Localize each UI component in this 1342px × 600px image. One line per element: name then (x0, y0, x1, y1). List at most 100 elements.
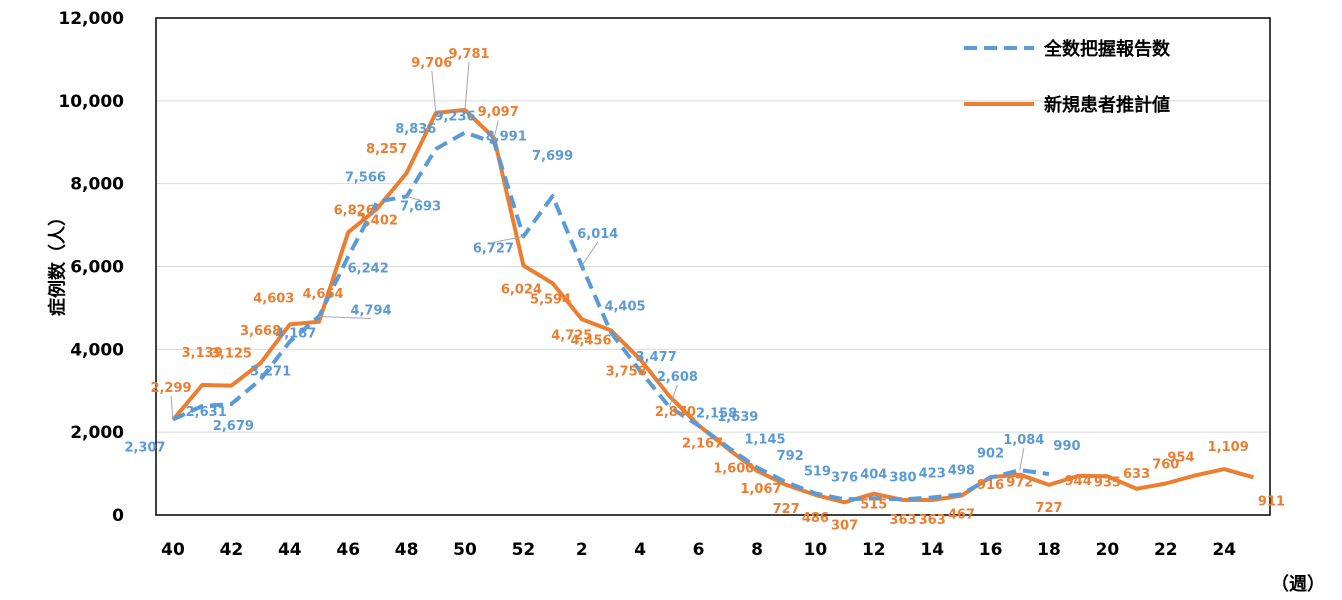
legend-label-reported: 全数把握報告数 (1043, 38, 1171, 60)
x-tick-label: 42 (220, 540, 244, 560)
data-label-reported: 498 (948, 463, 975, 478)
data-label-estimated: 5,594 (530, 292, 571, 307)
data-label-estimated: 4,456 (570, 333, 611, 348)
x-tick-label: 16 (979, 540, 1003, 560)
data-label-estimated: 4,664 (302, 287, 343, 302)
data-label-estimated: 363 (889, 513, 916, 528)
data-label-estimated: 307 (831, 518, 858, 533)
x-tick-label: 8 (751, 540, 763, 560)
x-axis-title: （週） (1271, 574, 1325, 595)
y-tick-label: 8,000 (70, 175, 124, 195)
data-label-reported: 9,236 (434, 109, 475, 124)
data-label-reported: 2,631 (186, 405, 227, 420)
y-axis-ticks: 0 2,000 4,000 6,000 8,000 10,000 12,000 (58, 9, 124, 526)
data-label-reported: 8,836 (395, 122, 436, 137)
data-label-reported: 8,991 (486, 130, 527, 145)
data-label-estimated: 2,167 (682, 436, 723, 451)
data-label-estimated: 727 (773, 502, 800, 517)
data-label-estimated: 8,257 (366, 142, 407, 157)
data-label-estimated: 911 (1258, 494, 1285, 509)
data-label-reported: 376 (831, 470, 858, 485)
data-label-reported: 6,014 (577, 227, 618, 242)
data-label-estimated: 1,067 (740, 482, 781, 497)
data-label-reported: 2,608 (657, 370, 698, 385)
data-label-reported: 380 (889, 470, 916, 485)
data-label-estimated: 515 (860, 498, 887, 513)
data-label-estimated: 467 (948, 508, 975, 523)
x-axis-ticks: 40 42 44 46 48 50 52 2 4 6 8 10 12 14 16 18 20 22 24 (161, 540, 1236, 560)
x-tick-label: 48 (395, 540, 419, 560)
data-label-estimated: 2,870 (655, 405, 696, 420)
x-tick-label: 40 (161, 540, 185, 560)
leader-line (493, 235, 524, 243)
y-tick-label: 2,000 (70, 423, 124, 443)
legend-label-estimated: 新規患者推計値 (1044, 94, 1170, 116)
series-line-reported (172, 130, 1050, 502)
x-tick-label: 50 (453, 540, 477, 560)
data-label-reported: 7,699 (532, 149, 573, 164)
data-label-reported: 1,084 (1003, 433, 1044, 448)
data-label-estimated: 944 (1065, 474, 1092, 489)
data-label-estimated: 727 (1035, 501, 1062, 516)
data-label-reported: 4,794 (350, 303, 391, 318)
x-tick-label: 12 (862, 540, 886, 560)
data-label-reported: 4,187 (275, 327, 316, 342)
data-label-estimated: 3,758 (606, 364, 647, 379)
y-tick-label: 0 (112, 506, 124, 526)
data-label-leaders (170, 61, 1025, 471)
data-label-reported: 792 (777, 449, 804, 464)
data-label-estimated: 486 (802, 511, 829, 526)
y-axis-title: 症例数（人） (47, 208, 69, 316)
leader-line (170, 395, 174, 420)
leader-line (581, 241, 599, 267)
data-label-estimated: 1,109 (1208, 440, 1249, 455)
data-label-estimated: 6,826 (334, 203, 375, 218)
data-label-estimated: 3,139 (182, 346, 223, 361)
x-tick-label: 2 (576, 540, 588, 560)
data-label-estimated: 916 (977, 478, 1004, 493)
data-label-estimated: 7,402 (357, 213, 398, 228)
leader-line (464, 61, 470, 110)
data-label-reported: 423 (919, 466, 946, 481)
data-label-reported: 902 (977, 447, 1004, 462)
data-label-reported: 2,158 (696, 407, 737, 422)
data-label-reported: 1,639 (717, 410, 758, 425)
data-label-estimated: 760 (1152, 458, 1179, 473)
data-label-reported: 3,477 (636, 350, 677, 365)
data-label-estimated: 633 (1123, 467, 1150, 482)
data-label-reported: 519 (804, 465, 831, 480)
x-tick-label: 52 (512, 540, 536, 560)
series-lines (171, 107, 1254, 505)
leader-line (493, 120, 499, 139)
leader-line (406, 195, 421, 201)
data-label-estimated: 3,668 (240, 324, 281, 339)
data-label-estimated: 1,600 (713, 462, 754, 477)
plot-frame (155, 17, 1271, 516)
data-label-estimated: 4,603 (253, 291, 294, 306)
data-label-estimated: 3,125 (211, 347, 252, 362)
data-label-reported: 404 (860, 467, 887, 482)
x-tick-label: 18 (1037, 540, 1061, 560)
x-tick-label: 22 (1154, 540, 1178, 560)
y-tick-label: 10,000 (58, 92, 124, 112)
data-label-reported: 7,693 (400, 199, 441, 214)
data-label-reported: 6,727 (473, 241, 514, 256)
x-tick-label: 46 (336, 540, 360, 560)
x-tick-label: 14 (920, 540, 944, 560)
data-label-estimated: 935 (1094, 475, 1121, 490)
x-tick-label: 20 (1096, 540, 1120, 560)
data-label-reported: 4,405 (604, 300, 645, 315)
x-tick-label: 24 (1212, 540, 1236, 560)
x-tick-label: 6 (693, 540, 705, 560)
leader-line (318, 315, 372, 319)
data-label-reported: 2,679 (213, 419, 254, 434)
data-label-estimated: 2,299 (150, 381, 191, 396)
data-label-estimated: 9,097 (478, 105, 519, 120)
data-label-reported: 7,566 (345, 171, 386, 186)
leader-line (431, 70, 437, 114)
y-tick-label: 12,000 (58, 9, 124, 29)
data-label-estimated: 363 (919, 513, 946, 528)
data-label-estimated: 6,024 (501, 283, 542, 298)
